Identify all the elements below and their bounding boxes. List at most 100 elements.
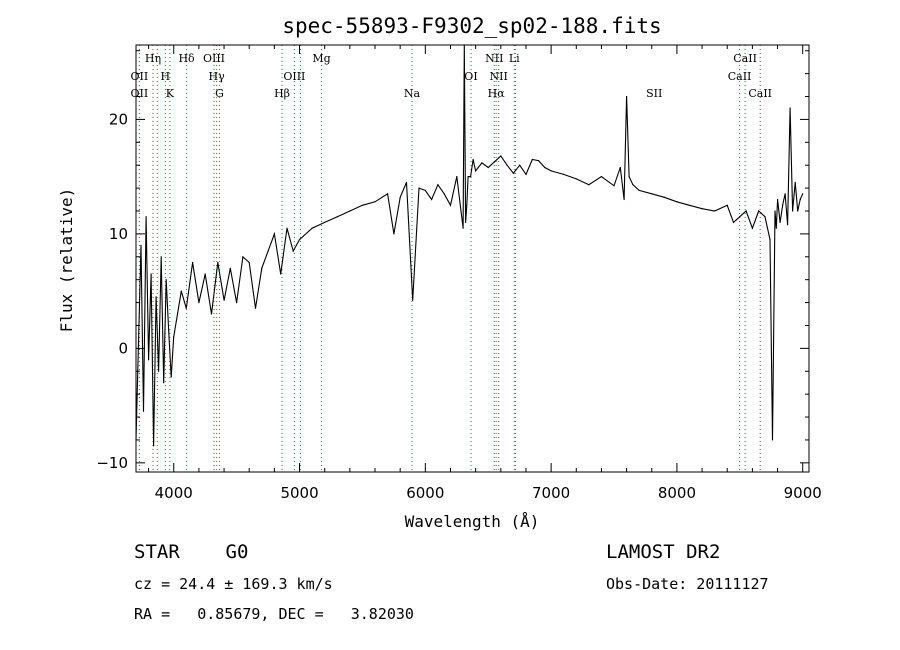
spectrum-point xyxy=(437,184,439,186)
spectrum-point xyxy=(431,198,433,201)
spectrum-point xyxy=(165,279,167,281)
spectrum-point xyxy=(550,170,552,172)
spectrum-point xyxy=(726,204,728,206)
line-label-17: Hβ xyxy=(274,87,290,100)
line-label-7: OII xyxy=(131,70,149,83)
spectrum-point xyxy=(449,204,452,206)
spectrum-point xyxy=(525,173,527,175)
spectrum-point xyxy=(336,216,338,218)
line-label-18: Na xyxy=(404,87,421,100)
spectrum-point xyxy=(292,250,294,252)
spectrum-point xyxy=(223,299,225,301)
spectrum-point xyxy=(160,256,162,258)
spectrum-point xyxy=(626,95,628,98)
spectrum-point xyxy=(799,198,801,201)
spectrum-point xyxy=(472,158,474,161)
y-axis-label: Flux (relative) xyxy=(57,188,76,333)
spectrum-point xyxy=(140,244,142,246)
y-tick-label: 0 xyxy=(118,339,128,357)
line-label-13: CaII xyxy=(728,70,752,83)
line-label-3: Mg xyxy=(312,52,330,65)
line-label-8: H xyxy=(161,70,171,83)
spectrum-point xyxy=(777,198,779,201)
spectrum-point xyxy=(153,445,155,447)
y-tick-label: −10 xyxy=(96,454,128,472)
spectrum-point xyxy=(774,210,776,212)
spectrum-point xyxy=(173,336,175,338)
spectrum-point xyxy=(148,359,150,361)
spectrum-point xyxy=(298,239,301,241)
line-label-10: OIII xyxy=(283,70,305,83)
line-label-0: Hη xyxy=(145,52,161,65)
spectrum-point xyxy=(782,204,784,206)
spectrum-point xyxy=(789,107,791,109)
line-label-4: NII xyxy=(485,52,503,65)
spectrum-point xyxy=(361,204,363,206)
spectrum-point xyxy=(651,193,653,195)
spectrum-point xyxy=(242,256,244,258)
spectrum-point xyxy=(465,221,467,223)
spectrum-point xyxy=(273,233,275,235)
chart-title: spec-55893-F9302_sp02-188.fits xyxy=(282,14,661,38)
survey-name: LAMOST DR2 xyxy=(606,541,721,563)
spectrum-point xyxy=(775,227,777,229)
spectrum-point xyxy=(714,210,716,212)
spectrum-point xyxy=(688,204,691,206)
spectrum-point xyxy=(771,439,774,441)
line-label-16: G xyxy=(215,87,224,100)
spectrum-point xyxy=(779,221,781,223)
spectrum-point xyxy=(632,184,634,186)
spectrum-point xyxy=(475,170,477,172)
line-label-19: Hα xyxy=(488,87,506,100)
spectrum-point xyxy=(405,181,408,183)
spectrum-point xyxy=(286,227,288,229)
spectrum-point xyxy=(150,273,152,275)
spectrum-point xyxy=(137,342,140,344)
spectrum-point xyxy=(739,216,741,218)
spectrum-point xyxy=(280,273,282,275)
spectrum-point xyxy=(544,166,546,169)
spectrum-point xyxy=(506,164,508,166)
spectrum-point xyxy=(324,221,326,223)
x-axis-label: Wavelength (Å) xyxy=(405,512,540,531)
spectrum-point xyxy=(758,210,760,212)
spectrum-point xyxy=(519,164,521,166)
spectrum-point xyxy=(797,210,799,212)
spectrum-point xyxy=(466,204,468,206)
spectrum-point xyxy=(210,313,213,315)
spectrum-point xyxy=(794,181,796,183)
spectrum-point xyxy=(787,224,789,226)
spectrum-point xyxy=(745,210,747,212)
spectrum-point xyxy=(170,376,172,378)
spectrum-point xyxy=(802,193,804,195)
y-axis: −10 0 10 20 xyxy=(96,50,809,472)
spectrum-point xyxy=(575,178,577,180)
spectrum-point xyxy=(537,160,540,162)
spectrum-point xyxy=(663,196,665,198)
spectrum-point xyxy=(387,193,389,195)
spectrum-line xyxy=(135,44,804,446)
spectrum-point xyxy=(192,261,194,264)
spectrum-point xyxy=(158,370,160,372)
spectrum-point xyxy=(487,166,489,169)
spectrum-point xyxy=(145,216,147,218)
spectrum-point xyxy=(792,210,794,212)
line-label-11: OI xyxy=(464,70,477,83)
line-label-20: SII xyxy=(646,87,662,100)
spectrum-point xyxy=(769,239,771,241)
spectrum-point xyxy=(563,173,565,175)
spectrum-point xyxy=(418,187,420,189)
x-tick-label: 8000 xyxy=(658,484,696,502)
line-label-9: Hγ xyxy=(209,70,226,83)
spectrum-point xyxy=(493,161,496,163)
line-label-1: Hδ xyxy=(178,52,195,65)
spectrum-point xyxy=(198,302,200,304)
x-tick-label: 7000 xyxy=(532,484,570,502)
spectrum-point xyxy=(470,176,472,178)
spectrum-point xyxy=(180,290,182,292)
spectrum-point xyxy=(393,233,395,235)
x-tick-label: 5000 xyxy=(280,484,318,502)
spectrum-point xyxy=(168,330,170,332)
spectrum-point xyxy=(248,261,250,264)
